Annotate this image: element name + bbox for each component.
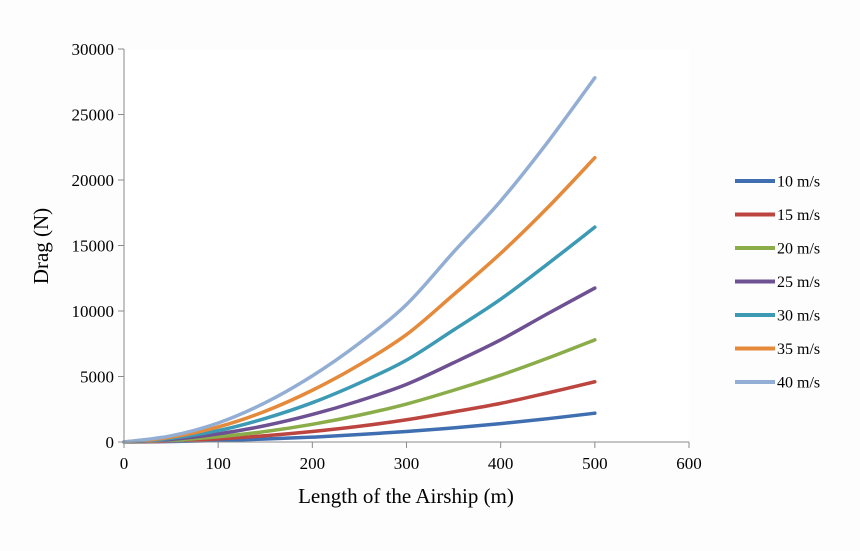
y-axis-title: Drag (N) — [29, 208, 53, 284]
x-tick-label: 500 — [582, 454, 608, 473]
x-tick-label: 600 — [676, 454, 702, 473]
plot-area — [124, 49, 689, 442]
series-line — [122, 76, 597, 444]
y-tick-label: 5000 — [80, 368, 114, 387]
series-line — [122, 225, 597, 444]
legend-label: 20 m/s — [777, 241, 820, 258]
x-tick-label: 300 — [394, 454, 420, 473]
series-line — [122, 338, 597, 444]
y-tick-label: 10000 — [72, 302, 115, 321]
y-tick-label: 20000 — [72, 171, 115, 190]
series-line — [122, 286, 597, 444]
legend-label: 40 m/s — [777, 375, 820, 392]
y-tick-label: 30000 — [72, 40, 115, 59]
y-axis-ticks: 0 5000 10000 15000 20000 25000 30000 — [72, 40, 124, 452]
x-axis-ticks: 0 100 200 300 400 500 600 — [120, 442, 702, 473]
series-line — [122, 155, 597, 444]
x-tick-label: 200 — [300, 454, 326, 473]
series-lines — [122, 76, 597, 444]
legend-label: 30 m/s — [777, 308, 820, 325]
x-tick-label: 100 — [205, 454, 231, 473]
legend-label: 15 m/s — [777, 207, 820, 224]
legend-label: 35 m/s — [777, 341, 820, 358]
legend-label: 25 m/s — [777, 274, 820, 291]
x-tick-label: 0 — [120, 454, 129, 473]
y-tick-label: 15000 — [72, 237, 115, 256]
legend: 10 m/s 15 m/s 20 m/s 25 m/s 30 m/s 35 m/s 40 m… — [735, 174, 820, 392]
x-axis-title: Length of the Airship (m) — [298, 484, 514, 508]
x-tick-label: 400 — [488, 454, 514, 473]
y-tick-label: 0 — [106, 433, 115, 452]
legend-label: 10 m/s — [777, 174, 820, 191]
y-tick-label: 25000 — [72, 106, 115, 125]
